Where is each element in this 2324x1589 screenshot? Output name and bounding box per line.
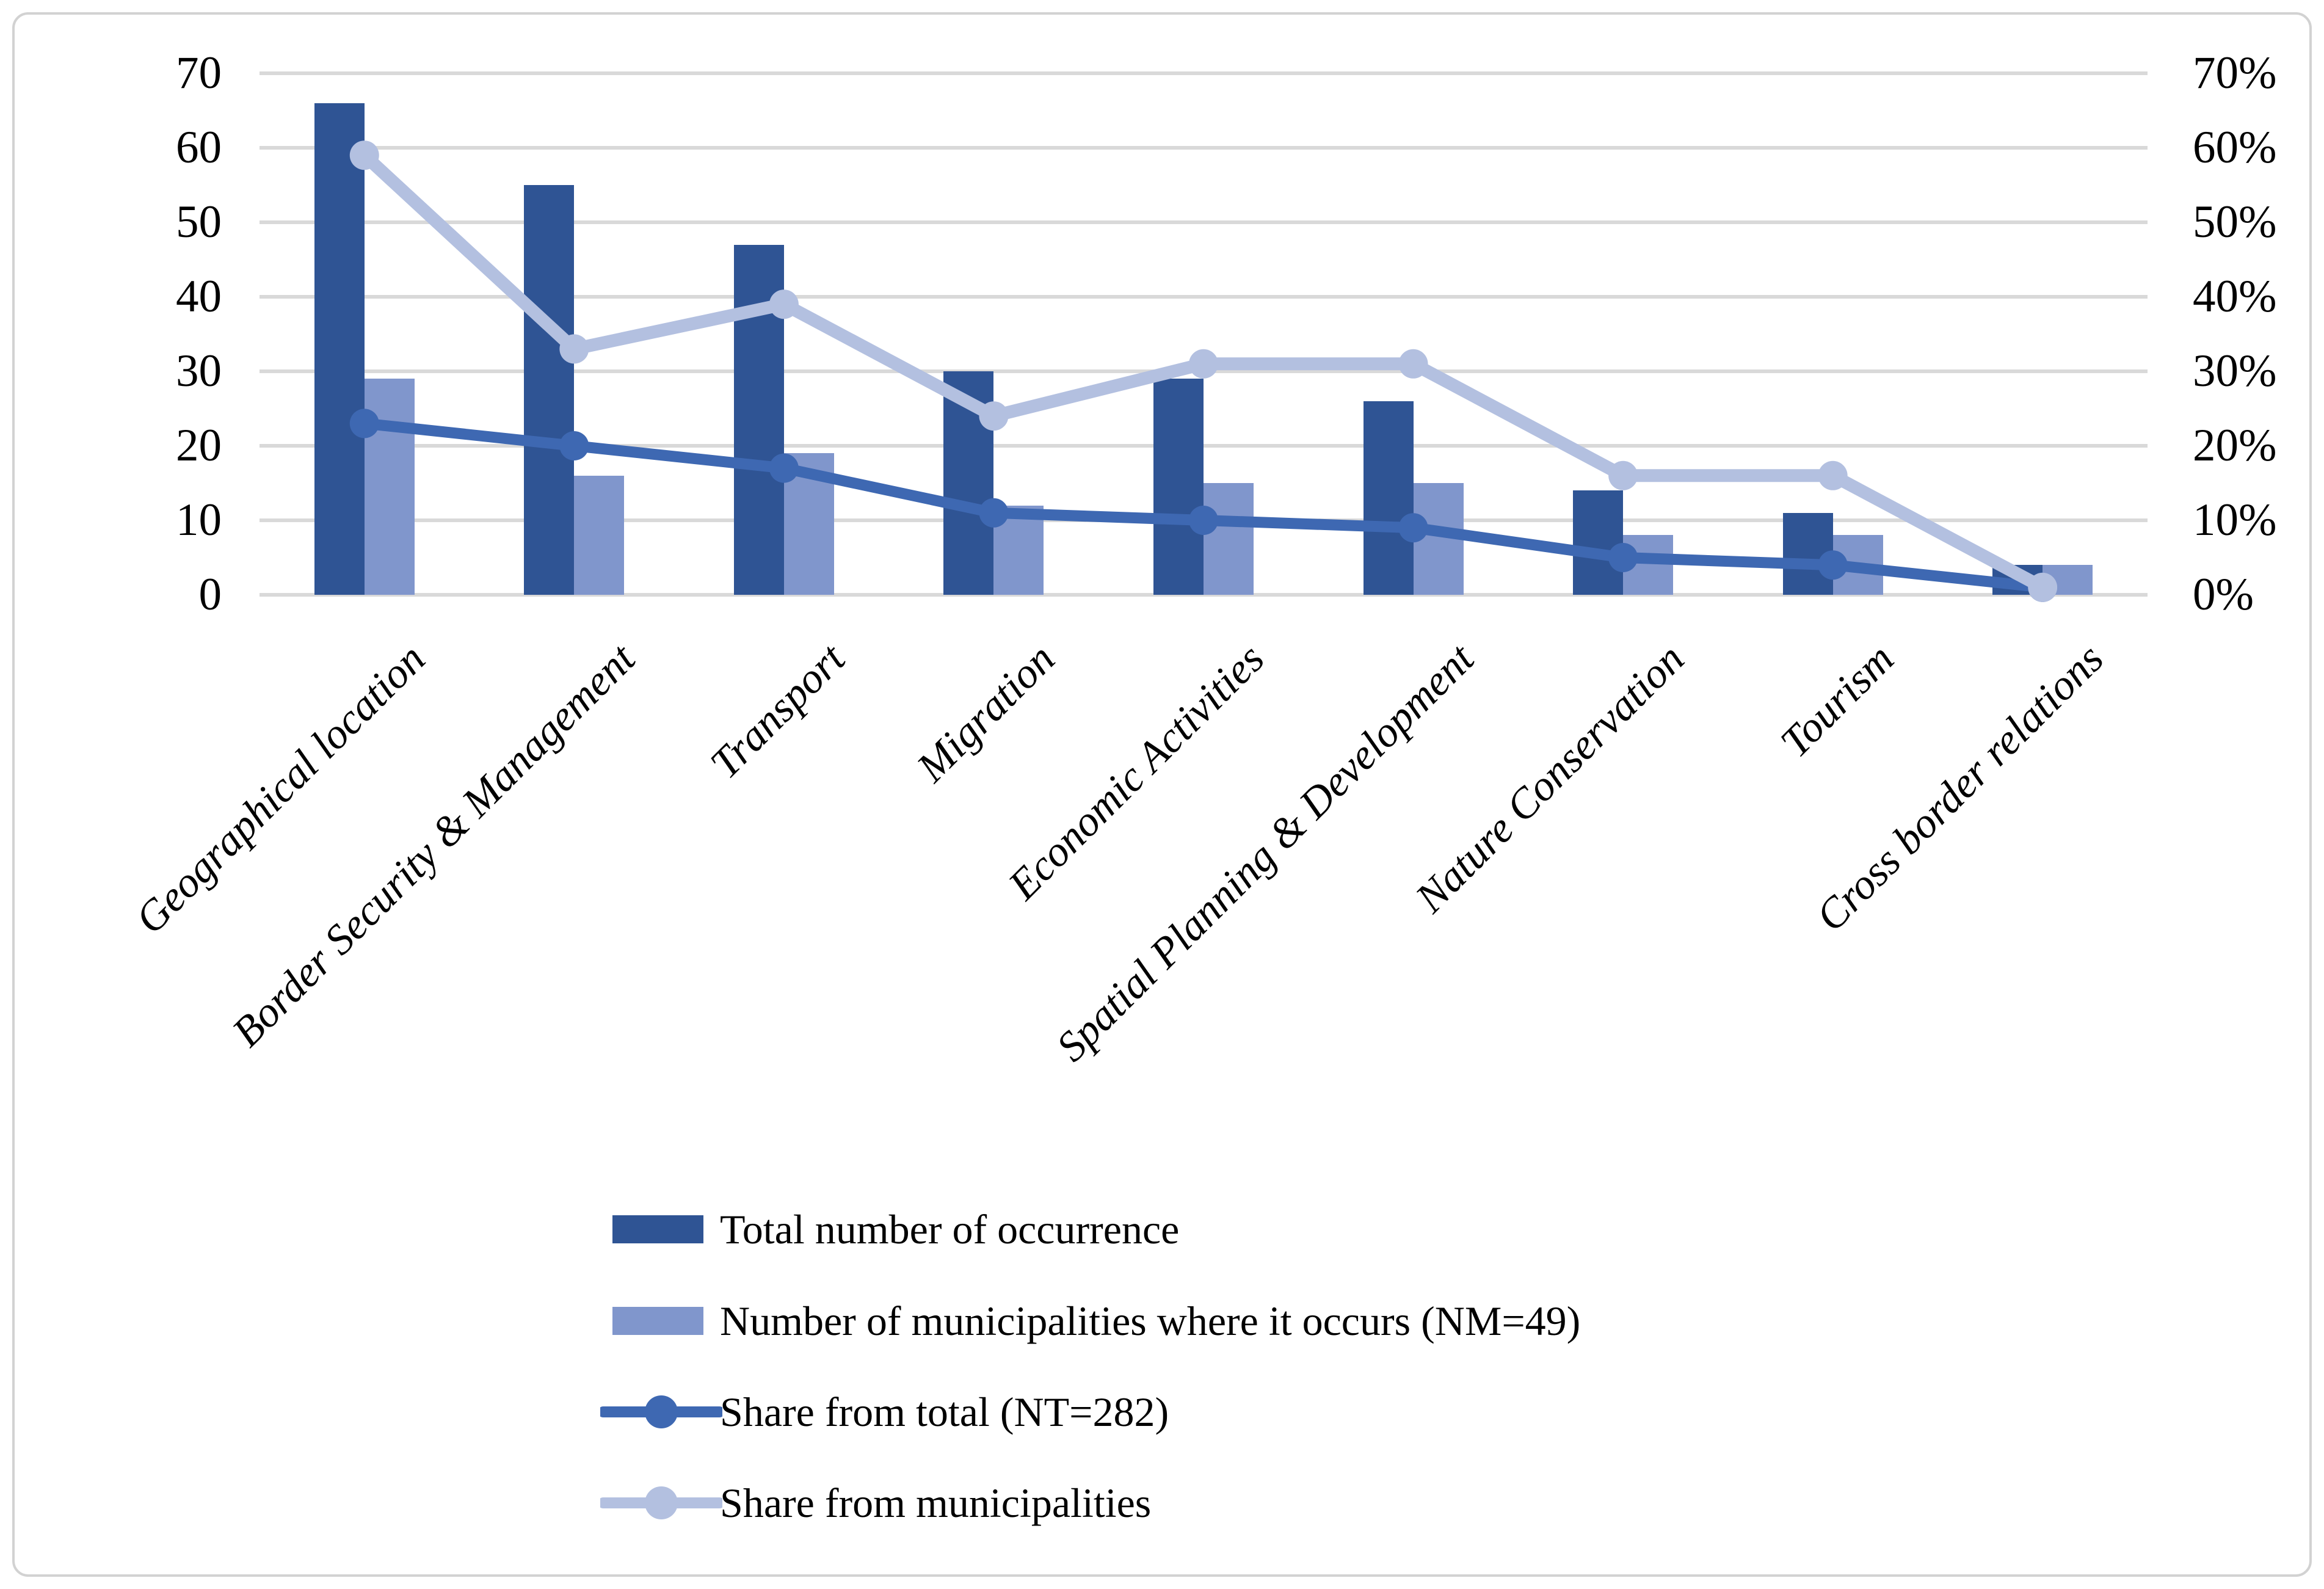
share-municipalities-marker (1189, 349, 1218, 379)
left-axis-tick: 30 (176, 346, 222, 396)
bar-total-occurrence (524, 185, 575, 595)
share-municipalities-marker (979, 401, 1009, 431)
legend-item: Number of municipalities where it occurs… (612, 1275, 1589, 1367)
legend-bar-swatch (612, 1215, 703, 1243)
right-axis-tick: 10% (2193, 495, 2277, 545)
gridline (260, 593, 2148, 597)
right-axis-tick: 30% (2193, 346, 2277, 396)
left-axis-tick: 40 (176, 271, 222, 322)
share-municipalities-marker (2028, 572, 2058, 602)
right-axis-tick: 0% (2193, 569, 2254, 620)
right-axis-tick: 20% (2193, 420, 2277, 471)
share-total-marker (979, 498, 1009, 528)
left-axis-tick: 60 (176, 122, 222, 173)
share-total-marker (559, 431, 589, 460)
gridline (260, 444, 2148, 448)
share-total-marker (769, 453, 799, 483)
share-total-marker (1189, 506, 1218, 535)
left-axis-tick: 50 (176, 197, 222, 247)
right-axis-tick: 70% (2193, 48, 2277, 98)
legend-label: Number of municipalities where it occurs… (720, 1298, 1581, 1344)
right-axis-tick: 60% (2193, 122, 2277, 173)
legend-line-swatch (600, 1395, 722, 1428)
legend-bar-swatch (612, 1307, 703, 1335)
share-municipalities-marker (559, 334, 589, 364)
share-municipalities-marker (769, 289, 799, 319)
share-total-marker (1398, 513, 1428, 543)
gridline (260, 220, 2148, 224)
legend-label: Share from municipalities (720, 1480, 1152, 1526)
right-axis-tick: 50% (2193, 197, 2277, 247)
share-total-line (358, 418, 2049, 593)
bar-total-occurrence (314, 103, 365, 595)
share-total-marker (1818, 550, 1848, 580)
share-municipalities-marker (1818, 460, 1848, 490)
left-axis-tick: 20 (176, 420, 222, 471)
gridline (260, 295, 2148, 299)
left-axis-tick: 10 (176, 495, 222, 545)
legend-line-swatch (600, 1486, 722, 1519)
bar-municipalities (574, 475, 625, 595)
legend-item: Share from total (NT=282) (600, 1366, 1589, 1458)
left-axis-tick: 0 (198, 569, 222, 620)
gridline (260, 146, 2148, 150)
share-total-marker (1608, 543, 1638, 572)
right-axis-tick: 40% (2193, 271, 2277, 322)
legend-item: Total number of occurrence (612, 1184, 1589, 1275)
legend-label: Share from total (NT=282) (720, 1389, 1169, 1435)
bar-municipalities (1204, 483, 1254, 595)
share-municipalities-marker (1398, 349, 1428, 379)
share-total-marker (349, 409, 379, 438)
gridline (260, 71, 2148, 75)
left-axis-tick: 70 (176, 48, 222, 98)
legend-marker (645, 1395, 678, 1428)
bar-total-occurrence (1153, 379, 1204, 595)
legend-label: Total number of occurrence (720, 1206, 1180, 1253)
bar-total-occurrence (1363, 401, 1414, 595)
legend-item: Share from municipalities (600, 1457, 1589, 1549)
share-municipalities-marker (349, 140, 379, 170)
share-municipalities-marker (1608, 460, 1638, 490)
bar-total-occurrence (1573, 490, 1624, 595)
legend-marker (645, 1486, 678, 1519)
